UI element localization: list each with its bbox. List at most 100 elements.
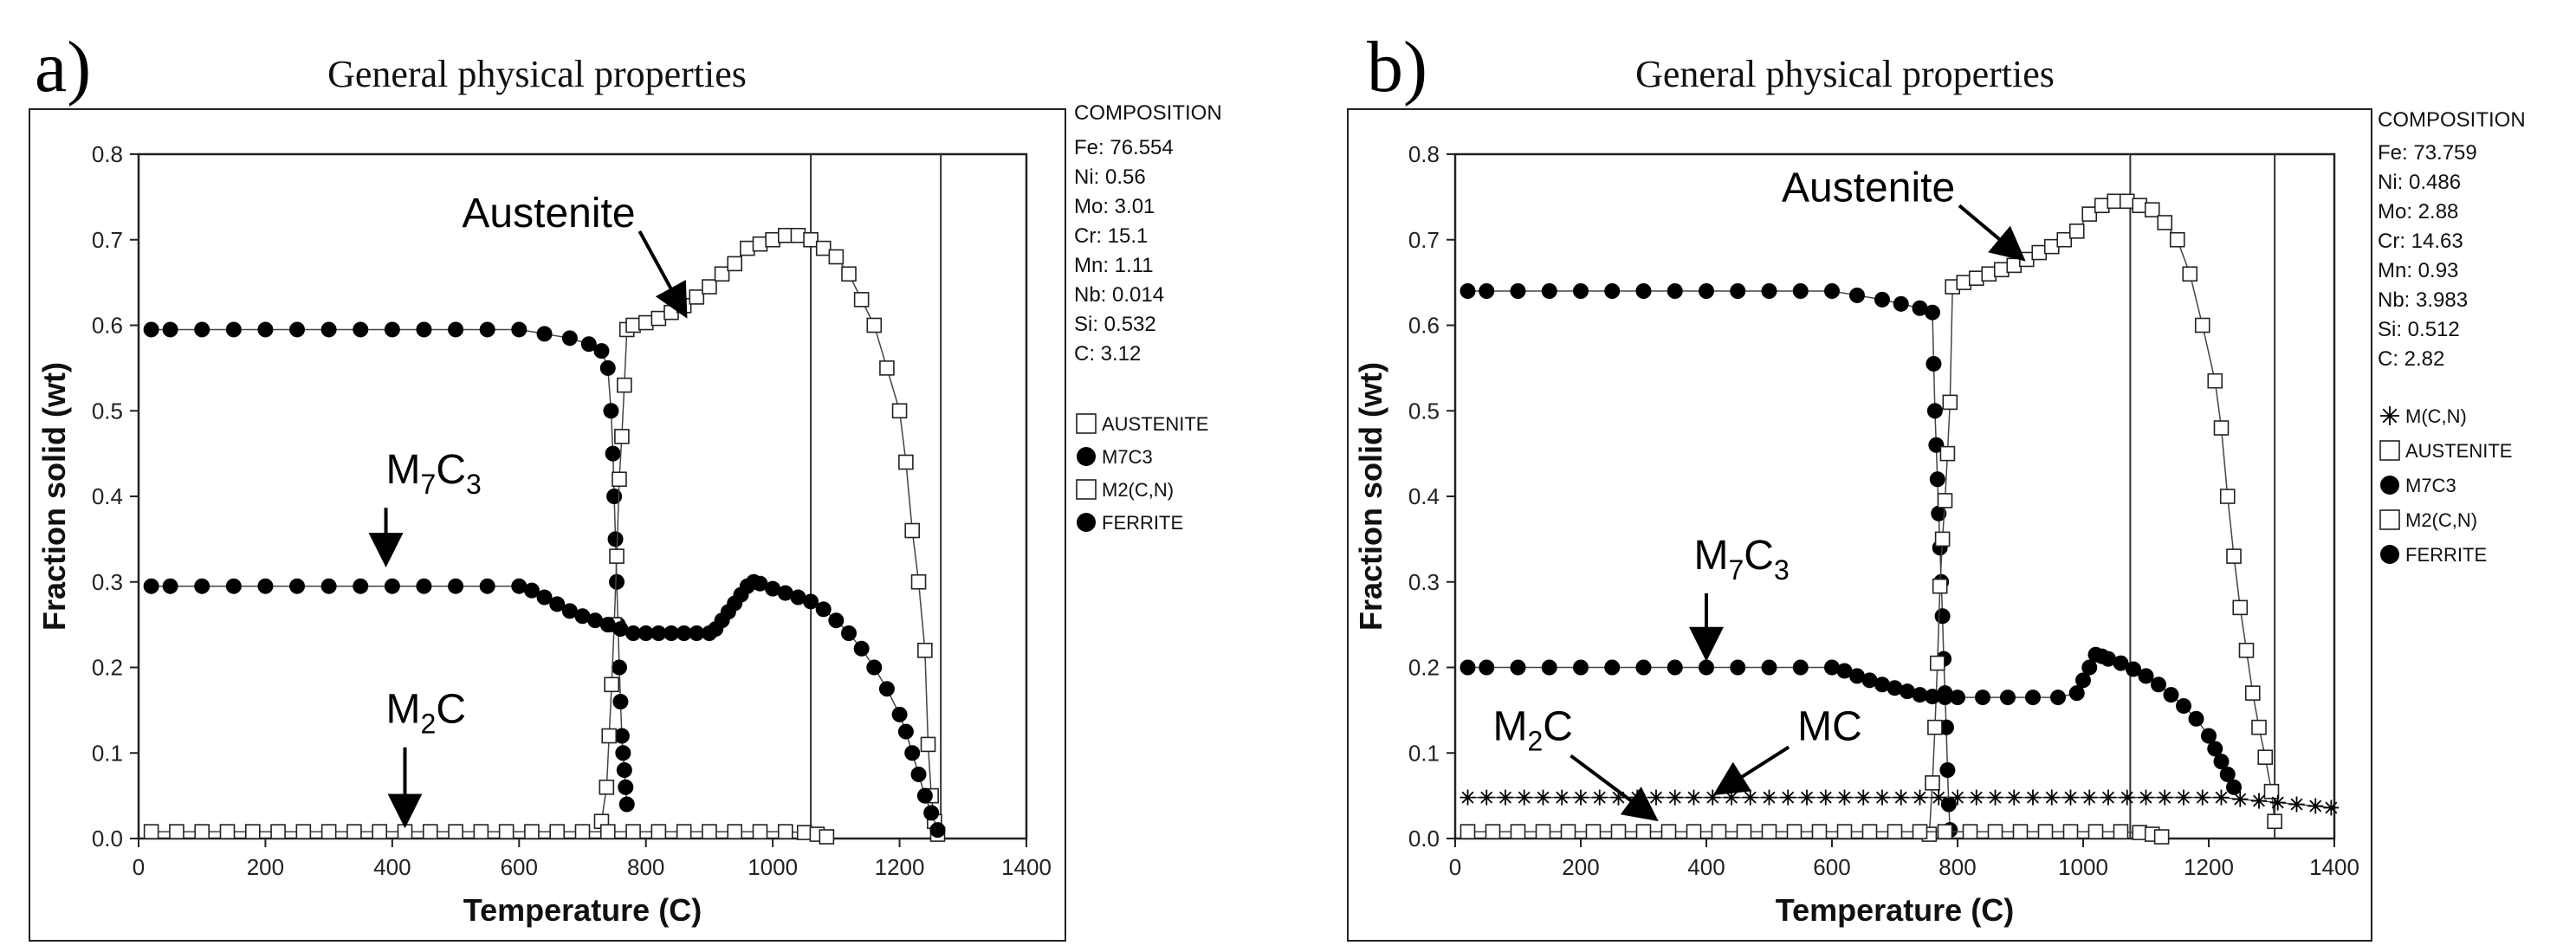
data-point (1780, 789, 1796, 806)
data-point (1927, 719, 1943, 735)
annotation-label: M7C3 (1694, 533, 1790, 586)
x-tick-label: 1200 (875, 854, 925, 880)
legend-item-austenite: AUSTENITE (1076, 413, 1208, 435)
annotation-arrow (1958, 204, 2026, 262)
y-tick-label: 0.1 (1408, 740, 1440, 766)
data-point (1699, 659, 1714, 676)
y-tick-label: 0.6 (92, 313, 123, 339)
series-line (1928, 200, 2275, 835)
legend-label: M2(C,N) (1102, 479, 1174, 501)
data-point (2288, 796, 2305, 813)
data-point (702, 824, 717, 839)
data-point (2000, 690, 2016, 706)
composition-item: Ni: 0.56 (1074, 165, 1146, 189)
legend-marker (2380, 545, 2399, 564)
data-point (2323, 800, 2340, 816)
data-point (1893, 789, 1909, 806)
legend-item-m2-c-n: M2(C,N) (2379, 509, 2477, 531)
data-point (320, 321, 337, 338)
data-point (1648, 789, 1664, 806)
series-m2-c-n (1460, 824, 2170, 845)
data-point (1610, 824, 1627, 839)
data-point (1604, 283, 1621, 299)
y-tick-label: 0.0 (1408, 826, 1440, 852)
panel-label: a) (35, 27, 91, 107)
data-point (1942, 394, 1958, 411)
data-point (1699, 283, 1714, 299)
annotation-m2c: M2C (386, 687, 466, 829)
data-point (2263, 783, 2280, 800)
data-point (448, 824, 463, 839)
data-point (866, 659, 883, 676)
data-point (2062, 789, 2079, 806)
chart-frame (29, 108, 1066, 942)
panel-b: b) General physical properties 0 200 400 60… (1347, 27, 2526, 942)
data-point-stroke (2252, 794, 2266, 807)
data-point-stroke (2064, 791, 2077, 804)
data-point (1686, 789, 1702, 806)
data-point-stroke (2196, 791, 2209, 804)
data-point (1516, 789, 1532, 806)
data-point (891, 403, 908, 419)
data-point (1541, 283, 1557, 299)
data-point (638, 314, 654, 331)
legend-label: FERRITE (1102, 512, 1183, 534)
data-point (676, 824, 692, 839)
data-point (194, 578, 210, 594)
data-point (1987, 789, 2003, 806)
data-point (841, 625, 857, 641)
series-m7c3 (143, 573, 946, 839)
data-point (523, 582, 540, 599)
data-point (803, 593, 819, 610)
data-point (2213, 789, 2230, 806)
data-point (2238, 642, 2255, 658)
data-point (2251, 793, 2267, 809)
data-point (1939, 762, 1956, 778)
data-point (2037, 824, 2054, 839)
data-point (1479, 789, 1495, 806)
data-point (1498, 789, 1513, 806)
annotation-m2c: M2C (1493, 703, 1659, 822)
data-point-stroke (1989, 791, 2002, 804)
series-ferrite (143, 321, 635, 813)
data-point (479, 578, 495, 594)
data-point-stroke (1498, 791, 1512, 804)
data-point (2025, 789, 2041, 806)
chart-frame (1347, 108, 2372, 942)
data-point (828, 612, 845, 629)
x-tick-label: 400 (373, 854, 411, 880)
data-point-stroke (1480, 791, 1493, 804)
legend-marker (2380, 406, 2399, 425)
annotation-label: MC (1797, 703, 1862, 749)
data-point (1635, 824, 1652, 839)
data-point (1573, 659, 1589, 676)
data-point (879, 360, 895, 376)
data-point (897, 723, 914, 740)
annotation-label: M7C3 (386, 447, 482, 500)
x-tick-label: 1000 (748, 854, 798, 880)
composition-heading: COMPOSITION (2378, 108, 2526, 132)
data-point (904, 522, 921, 539)
data-point (916, 787, 933, 804)
data-point-stroke (1687, 791, 1700, 804)
data-point (1987, 824, 2003, 839)
data-point (1993, 262, 2010, 278)
data-point (448, 578, 464, 594)
data-point-stroke (1838, 791, 1851, 804)
y-tick-label: 0.1 (92, 740, 123, 766)
data-point (765, 231, 780, 248)
data-point (1479, 283, 1495, 299)
data-point (1912, 300, 1928, 316)
data-point (2219, 489, 2236, 504)
series-m2-c-n (143, 824, 835, 845)
data-point (618, 796, 635, 813)
legend-item-ferrite: FERRITE (1077, 512, 1183, 534)
y-tick-label: 0.6 (1408, 313, 1440, 339)
data-point (2043, 238, 2060, 255)
data-point-stroke (2177, 791, 2191, 804)
data-point (194, 824, 210, 839)
data-point (2194, 317, 2210, 334)
data-point (2144, 202, 2160, 217)
data-point (2213, 754, 2230, 770)
